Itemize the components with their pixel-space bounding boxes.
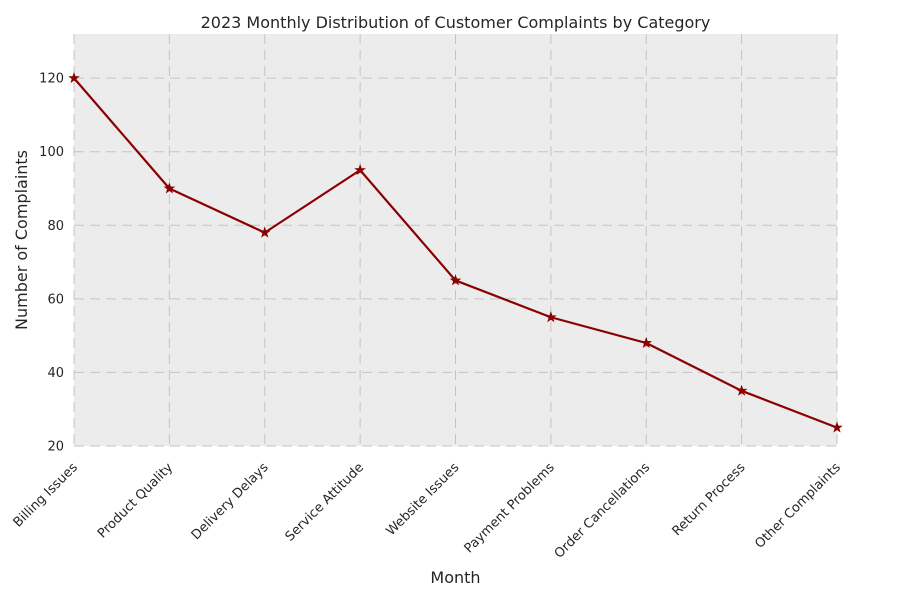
data-point-marker — [68, 72, 80, 84]
x-tick-label: Delivery Delays — [189, 460, 272, 543]
grid — [73, 34, 838, 447]
x-tick-label: Website Issues — [384, 460, 463, 539]
y-axis-ticks: 20 40 60 80 100 120 — [39, 72, 64, 455]
data-point-marker — [640, 336, 653, 348]
x-axis-ticks: Billing Issues Product Quality Delivery De… — [11, 460, 844, 562]
plot-area — [74, 34, 837, 446]
x-tick-label: Other Complaints — [752, 460, 844, 552]
x-tick-label: Service Attitude — [283, 460, 367, 544]
data-point-marker — [258, 226, 271, 238]
x-tick-label: Return Process — [670, 460, 749, 539]
y-tick-label: 60 — [47, 292, 64, 307]
x-tick-label: Billing Issues — [11, 460, 81, 530]
data-point-marker — [163, 182, 176, 194]
data-point-marker — [831, 421, 843, 433]
y-tick-label: 100 — [39, 145, 64, 160]
data-point-marker — [545, 311, 557, 323]
chart-title: 2023 Monthly Distribution of Customer Co… — [201, 13, 711, 32]
y-tick-label: 20 — [47, 440, 64, 455]
y-axis-label: Number of Complaints — [12, 150, 31, 330]
series-group — [68, 72, 843, 433]
data-point-marker — [735, 384, 748, 396]
y-tick-label: 80 — [47, 219, 64, 234]
x-tick-label: Payment Problems — [462, 460, 558, 556]
x-tick-label: Product Quality — [95, 460, 176, 541]
data-point-marker — [354, 164, 366, 176]
x-axis-label: Month — [430, 568, 480, 587]
y-tick-label: 120 — [39, 72, 64, 87]
y-tick-label: 40 — [47, 366, 64, 381]
data-point-marker — [449, 274, 462, 286]
x-tick-label: Order Cancellations — [552, 460, 654, 562]
